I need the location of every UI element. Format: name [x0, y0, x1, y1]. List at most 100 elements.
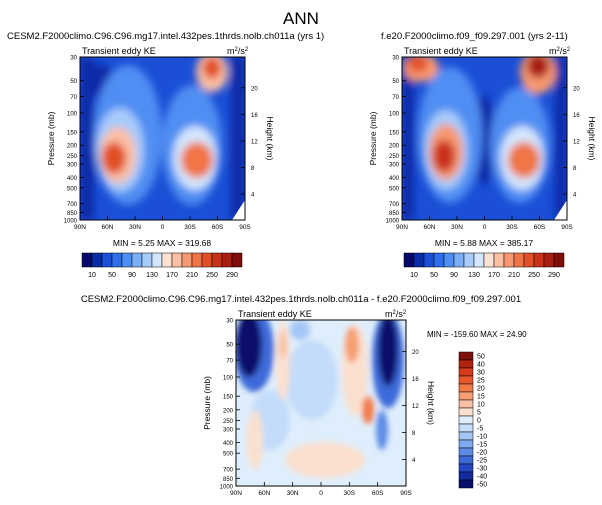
panel-units: m2/s2 [385, 309, 407, 319]
colorbar-label: 250 [206, 272, 218, 279]
colorbar-swatch [211, 252, 223, 268]
y-tick-label: 50 [392, 79, 399, 85]
colorbar-swatch [458, 383, 474, 393]
colorbar-swatch [121, 252, 133, 268]
colorbar-label: -10 [477, 434, 487, 441]
colorbar-swatch [458, 391, 474, 401]
colorbar-label: 170 [488, 272, 500, 279]
y2-tick-label: 8 [573, 166, 577, 172]
colorbar-swatch [503, 252, 515, 268]
axes: 90N 60N 30N 0 30S 60S 90S 30 50 70 100 150 200 250 300… [368, 56, 597, 232]
y-tick-label: 250 [67, 154, 78, 160]
colorbar-swatch [403, 252, 415, 268]
colorbar-swatch [458, 399, 474, 409]
panel-units: m2/s2 [227, 46, 249, 56]
y-tick-label: 30 [226, 319, 233, 325]
colorbar-swatch [433, 252, 445, 268]
axes: 90N 60N 30N 0 30S 60S 90S 30 50 70 100 150 200 250 300… [202, 319, 436, 498]
y2-axis-label: Height (km) [426, 381, 436, 425]
y-axis-label: Pressure (mb) [202, 376, 212, 430]
y-tick-label: 300 [389, 163, 400, 169]
colorbar-swatch [458, 431, 474, 441]
x-tick-label: 90S [561, 224, 573, 231]
colorbar-swatch [458, 375, 474, 385]
y-tick-label: 1000 [64, 219, 78, 225]
y2-tick-label: 4 [573, 193, 577, 199]
x-tick-label: 30S [184, 224, 196, 231]
y-tick-label: 400 [67, 176, 78, 182]
field-neg-sh-low [376, 410, 388, 450]
colorbar-label: 5 [477, 410, 481, 417]
y-axis-label: Pressure (mb) [46, 111, 56, 165]
panel-subtitle: Transient eddy KE [82, 46, 156, 56]
y-tick-label: 30 [70, 56, 77, 62]
colorbar-label: -25 [477, 458, 487, 465]
y2-tick-label: 16 [251, 113, 258, 119]
y-tick-label: 50 [226, 343, 233, 349]
field-band-polar-n [402, 57, 414, 220]
colorbar-swatch [463, 252, 475, 268]
y-tick-label: 400 [389, 176, 400, 182]
x-tick-label: 0 [319, 490, 323, 497]
x-tick-label: 0 [483, 224, 487, 231]
colorbar-label: 50 [477, 354, 485, 361]
field-pos-nh-core [279, 331, 287, 359]
x-tick-label: 90S [239, 224, 251, 231]
colorbar-label: 90 [128, 272, 136, 279]
field-pos-sh-core [345, 327, 359, 363]
colorbar-swatch [458, 367, 474, 377]
colorbar-swatch [553, 252, 565, 268]
x-tick-label: 90N [230, 490, 242, 497]
y-tick-label: 70 [70, 95, 77, 101]
y-tick-label: 70 [392, 95, 399, 101]
panel-subtitle: Transient eddy KE [404, 46, 478, 56]
colorbar-swatch [458, 351, 474, 361]
field-pos-sh-jet [362, 396, 374, 424]
colorbar-label: 15 [477, 394, 485, 401]
field-topography [554, 200, 567, 220]
colorbar-right: 10 50 90 130 170 210 250 290 [403, 252, 565, 279]
y2-tick-label: 16 [412, 377, 419, 383]
field-sh-jet-core [508, 142, 540, 178]
axes: 90N 60N 30N 0 30S 60S 90S 30 50 70 100 150 200 250 300… [46, 56, 275, 232]
colorbar-swatch [111, 252, 123, 268]
colorbar-swatch [533, 252, 545, 268]
field-band-polar-n [80, 57, 94, 220]
figure-title: ANN [283, 9, 319, 28]
x-tick-label: 60S [534, 224, 546, 231]
colorbar-label: 30 [477, 370, 485, 377]
colorbar-swatch [161, 252, 173, 268]
colorbar-label: -30 [477, 466, 487, 473]
x-tick-label: 60S [212, 224, 224, 231]
y-tick-label: 150 [223, 395, 234, 401]
colorbar-swatch [141, 252, 153, 268]
colorbar-swatch [458, 479, 474, 489]
y-tick-label: 250 [223, 419, 234, 425]
field-pos-nh-low [247, 410, 263, 470]
field-sh-strat-core [203, 57, 221, 79]
panel-units: m2/s2 [549, 46, 571, 56]
heatmap-field [80, 57, 245, 220]
colorbar-label: 130 [468, 272, 480, 279]
colorbar-label: 20 [477, 386, 485, 393]
colorbar-swatch [101, 252, 113, 268]
panel-top-left: CESM2.F2000climo.C96.C96.mg17.intel.432p… [7, 31, 324, 248]
y2-tick-label: 20 [251, 86, 258, 92]
x-tick-label: 0 [161, 224, 165, 231]
colorbar-swatch [458, 471, 474, 481]
colorbar-swatch [493, 252, 505, 268]
x-tick-label: 30N [287, 490, 299, 497]
field-neg-nh-core [236, 320, 262, 377]
colorbar-swatch [458, 407, 474, 417]
y2-tick-label: 12 [573, 139, 580, 145]
y2-tick-label: 8 [251, 166, 255, 172]
y2-tick-label: 4 [251, 193, 255, 199]
y-tick-label: 100 [223, 375, 234, 381]
field-nh-strat-core [408, 57, 428, 72]
field-neg-eq [290, 320, 310, 340]
y2-tick-label: 8 [412, 431, 416, 437]
colorbar-swatch [458, 359, 474, 369]
heatmap-field [236, 320, 406, 486]
y-tick-label: 200 [223, 408, 234, 414]
